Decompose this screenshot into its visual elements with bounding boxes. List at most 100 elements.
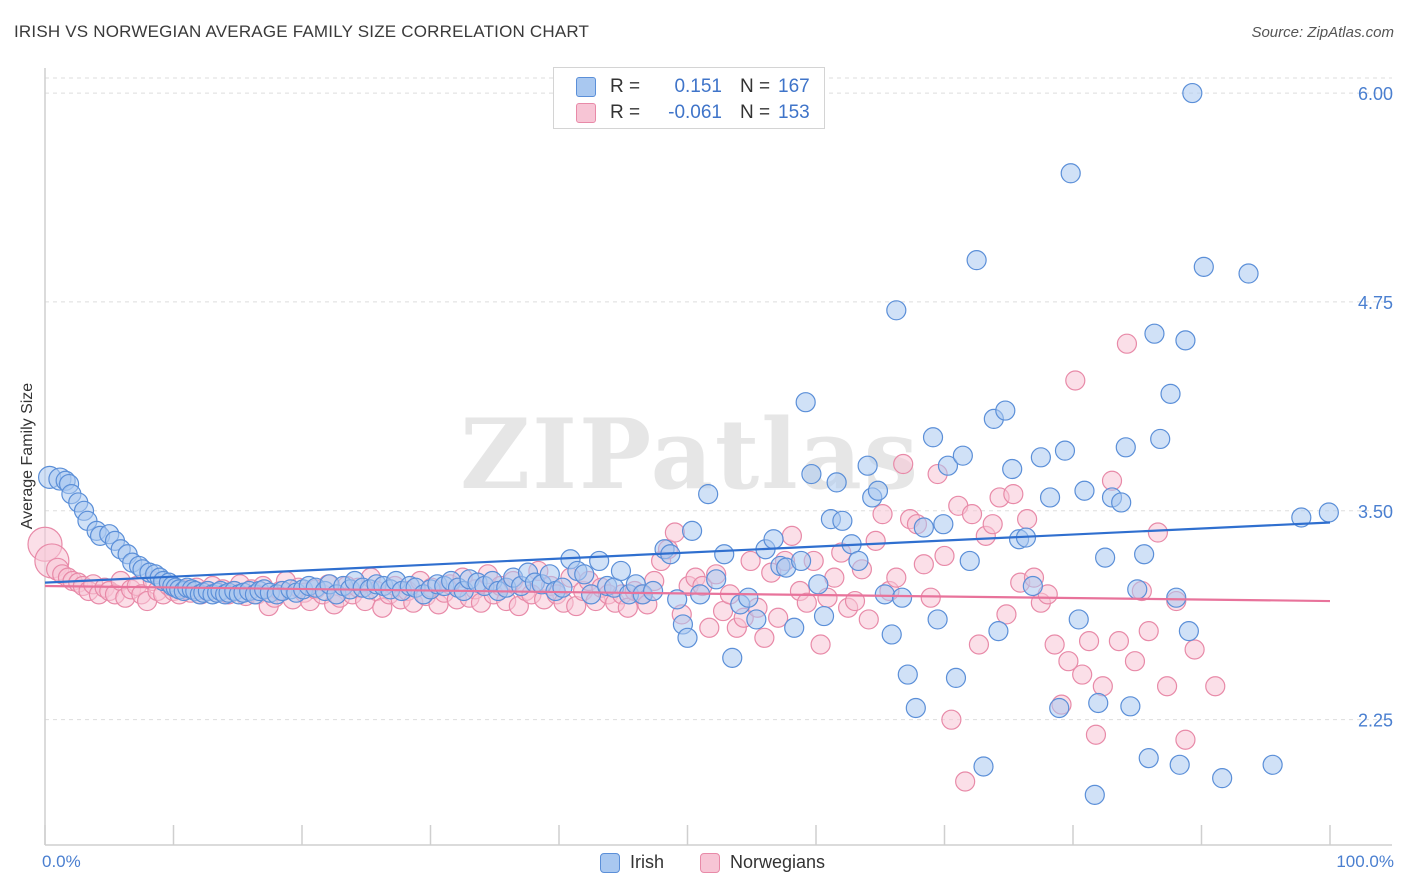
norwegian-point xyxy=(872,504,893,525)
norwegian-point xyxy=(1065,370,1086,391)
irish-points xyxy=(37,82,1339,805)
x-tick-max: 100.0% xyxy=(1336,852,1394,871)
irish-point xyxy=(1166,587,1187,608)
irish-point xyxy=(642,580,664,602)
irish-point xyxy=(722,647,743,668)
irish-point xyxy=(813,605,835,627)
irish-point xyxy=(1115,437,1136,458)
x-tick-min: 0.0% xyxy=(42,852,81,871)
irish-point xyxy=(826,472,847,493)
norwegian-point xyxy=(865,530,886,551)
legend-r-value: -0.061 xyxy=(668,102,722,123)
y-tick-label: 3.50 xyxy=(1358,502,1393,522)
irish-point xyxy=(1175,330,1196,351)
norwegian-point xyxy=(1092,676,1113,697)
irish-swatch xyxy=(576,77,596,97)
irish-point xyxy=(1084,784,1105,805)
norwegian-point xyxy=(886,567,907,588)
irish-point xyxy=(937,455,959,476)
norwegian-point xyxy=(740,550,761,572)
norwegian-point xyxy=(996,604,1017,625)
irish-point xyxy=(746,609,767,630)
irish-point xyxy=(995,400,1016,421)
irish-point xyxy=(1238,263,1259,284)
irish-point xyxy=(927,609,948,630)
norwegian-point xyxy=(1072,664,1093,685)
norwegian-point xyxy=(1058,651,1079,672)
irish-legend-swatch xyxy=(600,852,620,873)
irish-point xyxy=(763,529,784,550)
irish-point xyxy=(1182,82,1203,104)
irish-point xyxy=(959,550,980,572)
y-tick-label: 4.75 xyxy=(1358,293,1393,313)
legend-label-irish: Irish xyxy=(630,852,665,872)
legend-row-irish: R = 0.151 N = 167 xyxy=(576,74,810,100)
irish-point xyxy=(832,510,853,531)
legend-n-value: 167 xyxy=(778,76,810,97)
norwegian-point xyxy=(934,545,955,567)
irish-point xyxy=(891,587,913,608)
norwegian-point xyxy=(664,522,685,543)
legend-item-irish[interactable]: Irish xyxy=(600,852,664,873)
irish-point xyxy=(945,667,967,689)
irish-point xyxy=(913,517,934,538)
irish-point xyxy=(1049,697,1070,719)
norwegian-point xyxy=(699,617,720,638)
irish-point xyxy=(1127,579,1148,600)
trend-lines xyxy=(44,521,1331,603)
norwegian-point xyxy=(1044,634,1065,655)
y-tick-label: 2.25 xyxy=(1358,711,1393,731)
irish-point xyxy=(1144,323,1165,344)
irish-point xyxy=(667,589,688,610)
norwegian-point xyxy=(982,514,1003,535)
irish-point xyxy=(1074,480,1095,501)
norwegian-point xyxy=(858,609,879,630)
legend-label-norwegians: Norwegians xyxy=(730,852,826,872)
irish-point xyxy=(988,621,1009,642)
norwegian-point xyxy=(955,771,976,792)
irish-point xyxy=(552,577,573,598)
irish-point xyxy=(581,584,602,605)
norwegian-point xyxy=(961,504,983,525)
irish-point xyxy=(714,544,735,565)
irish-point xyxy=(848,550,869,572)
legend-n-value: 153 xyxy=(778,102,810,123)
irish-point xyxy=(738,587,759,608)
irish-point xyxy=(1111,492,1132,513)
norwegian-point xyxy=(920,587,941,608)
norwegian-point xyxy=(893,453,914,475)
legend-r-value: 0.151 xyxy=(674,76,722,97)
norwegian-point xyxy=(754,627,775,648)
norwegian-point xyxy=(1138,621,1159,642)
irish-point xyxy=(973,756,994,777)
norwegian-point xyxy=(1108,631,1129,652)
irish-point xyxy=(881,624,902,645)
norwegian-point xyxy=(1017,509,1038,530)
irish-point xyxy=(1262,754,1283,775)
irish-point xyxy=(677,627,698,648)
irish-point xyxy=(1120,696,1141,717)
irish-point xyxy=(922,427,944,448)
irish-point xyxy=(874,584,895,605)
irish-point xyxy=(784,617,805,638)
irish-point xyxy=(1318,502,1339,523)
irish-point xyxy=(1169,754,1190,775)
legend-n-label: N = xyxy=(740,76,771,97)
irish-point xyxy=(1060,163,1081,184)
norwegian-point xyxy=(1184,639,1205,660)
irish-point xyxy=(1291,507,1312,528)
irish-point xyxy=(610,560,632,582)
irish-point xyxy=(790,550,812,572)
irish-point xyxy=(1212,768,1233,789)
norwegian-point xyxy=(1175,729,1196,750)
legend-item-norwegians[interactable]: Norwegians xyxy=(700,852,825,873)
irish-point xyxy=(1068,609,1089,630)
irish-point xyxy=(706,569,727,590)
norwegian-point xyxy=(1116,333,1138,354)
irish-point xyxy=(1030,447,1051,468)
irish-point xyxy=(933,514,954,535)
axes xyxy=(44,68,1392,846)
norwegian-trend-line xyxy=(44,584,1331,603)
correlation-legend: R = 0.151 N = 167 R = -0.061 N = 153 xyxy=(553,67,825,129)
